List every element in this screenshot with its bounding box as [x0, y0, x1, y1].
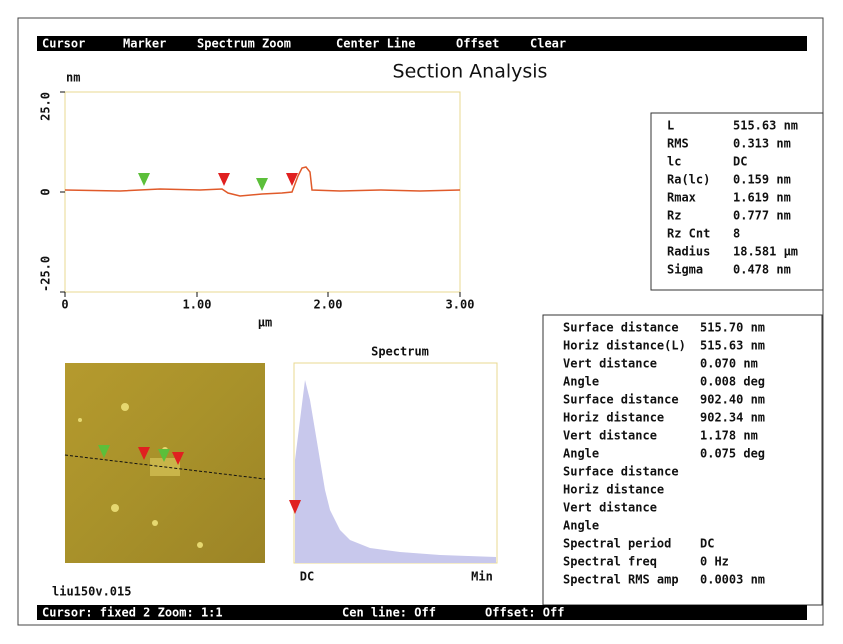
measure-value: 0.0003 nm	[700, 573, 765, 587]
measure-value: 515.63 nm	[700, 339, 765, 353]
stat-value: 515.63 nm	[733, 119, 798, 133]
stat-value: 0.478 nm	[733, 263, 791, 277]
stat-value: 0.777 nm	[733, 209, 791, 223]
measure-label: Horiz distance	[563, 483, 664, 497]
stat-label: Sigma	[667, 263, 703, 277]
measure-label: Surface distance	[563, 393, 679, 407]
measure-value: 0.008 deg	[700, 375, 765, 389]
stat-value: 1.619 nm	[733, 191, 791, 205]
screen: Cursor Marker Spectrum Zoom Center Line Offs…	[0, 0, 843, 644]
measure-label: Angle	[563, 447, 599, 461]
particle	[78, 418, 82, 422]
particle	[121, 403, 129, 411]
stat-label: lc	[667, 155, 681, 169]
menu-item[interactable]: Clear	[530, 37, 566, 51]
status-bar: Cursor: fixed 2 Zoom: 1:1 Cen line: Off …	[37, 605, 807, 620]
particle	[152, 520, 158, 526]
measure-value: DC	[700, 537, 714, 551]
x-tick-label: 1.00	[183, 298, 212, 312]
title: Section Analysis	[393, 61, 548, 83]
y-tick-label: 0	[39, 188, 53, 195]
measure-label: Horiz distance	[563, 411, 664, 425]
measure-value: 902.40 nm	[700, 393, 765, 407]
x-tick-label: 2.00	[314, 298, 343, 312]
status-text: Offset: Off	[485, 606, 564, 620]
menu-item[interactable]: Offset	[456, 37, 499, 51]
measure-label: Horiz distance(L)	[563, 339, 686, 353]
measurements-panel: Surface distance 515.70 nm Horiz distance(…	[543, 315, 822, 605]
particle	[197, 542, 203, 548]
menu-bar: Cursor Marker Spectrum Zoom Center Line Offs…	[37, 36, 807, 51]
measure-label: Vert distance	[563, 357, 657, 371]
status-text: Cursor: fixed 2 Zoom: 1:1	[42, 606, 223, 620]
measure-label: Spectral RMS amp	[563, 573, 679, 587]
measure-value: 515.70 nm	[700, 321, 765, 335]
stat-value: DC	[733, 155, 747, 169]
measure-label: Spectral freq	[563, 555, 657, 569]
spectrum-title: Spectrum	[371, 345, 429, 359]
stat-label: RMS	[667, 137, 689, 151]
stat-label: Rz	[667, 209, 681, 223]
measure-value: 0.070 nm	[700, 357, 758, 371]
measure-label: Angle	[563, 375, 599, 389]
measure-label: Surface distance	[563, 321, 679, 335]
measure-value: 0.075 deg	[700, 447, 765, 461]
measure-value: 0 Hz	[700, 555, 729, 569]
particle	[111, 504, 119, 512]
measure-label: Vert distance	[563, 501, 657, 515]
x-tick-label: 0	[61, 298, 68, 312]
y-unit: nm	[66, 71, 80, 85]
menu-item[interactable]: Center Line	[336, 37, 415, 51]
profile-frame	[65, 92, 460, 292]
menu-item[interactable]: Marker	[123, 37, 166, 51]
spectrum-label: DC	[300, 570, 314, 584]
menu-item[interactable]: Cursor	[42, 37, 85, 51]
stat-value: 18.581 µm	[733, 245, 798, 259]
measure-label: Angle	[563, 519, 599, 533]
measure-value: 902.34 nm	[700, 411, 765, 425]
stat-label: Rmax	[667, 191, 696, 205]
y-tick-label: -25.0	[39, 256, 53, 292]
status-text: Cen line: Off	[342, 606, 436, 620]
stat-label: L	[667, 119, 674, 133]
stat-value: 8	[733, 227, 740, 241]
stat-label: Rz Cnt	[667, 227, 710, 241]
measure-label: Vert distance	[563, 429, 657, 443]
stat-value: 0.159 nm	[733, 173, 791, 187]
stat-label: Radius	[667, 245, 710, 259]
stats-panel: L 515.63 nm RMS 0.313 nm lc DC Ra(lc) 0.159 nm R…	[651, 113, 823, 290]
measure-value: 1.178 nm	[700, 429, 758, 443]
x-unit: µm	[258, 316, 272, 330]
menu-item[interactable]: Spectrum Zoom	[197, 37, 291, 51]
filename: liu150v.015	[52, 585, 131, 599]
stat-label: Ra(lc)	[667, 173, 710, 187]
spectrum-label: Min	[471, 570, 493, 584]
stat-value: 0.313 nm	[733, 137, 791, 151]
x-tick-label: 3.00	[446, 298, 475, 312]
measure-label: Surface distance	[563, 465, 679, 479]
y-tick-label: 25.0	[39, 92, 53, 121]
measure-label: Spectral period	[563, 537, 671, 551]
